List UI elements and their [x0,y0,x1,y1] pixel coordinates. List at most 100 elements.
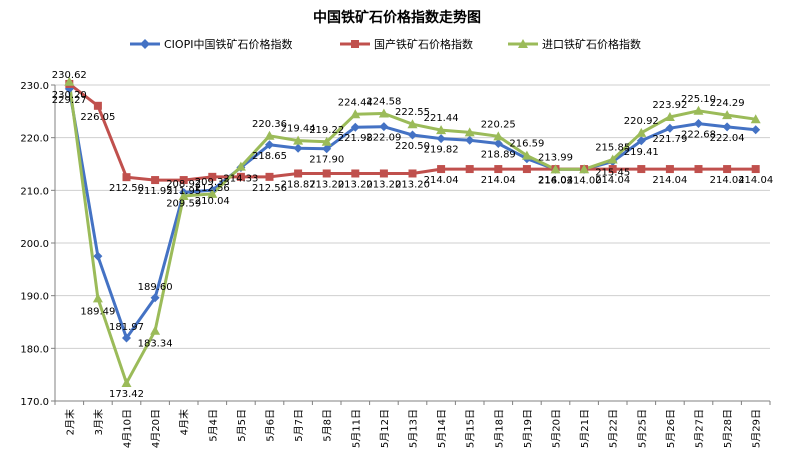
data-point-ciopi [122,333,131,343]
x-tick-label: 5月26日 [665,409,677,448]
data-point-import [750,114,761,124]
data-point-domestic [122,173,131,182]
data-point-domestic [437,165,446,174]
data-label-import: 208.92 [166,179,201,190]
data-point-import [664,112,675,122]
data-point-domestic [151,176,160,185]
data-point-ciopi [293,143,303,153]
data-label-ciopi: 221.79 [652,134,687,145]
data-point-domestic [93,101,102,110]
data-point-domestic [665,165,674,174]
legend: CIOPI中国铁矿石价格指数 国产铁矿石价格指数 进口铁矿石价格指数 [130,37,641,51]
chart-title: 中国铁矿石价格指数走势图 [313,9,481,26]
x-tick-label: 5月14日 [436,409,448,448]
x-tick-label: 4月20日 [150,409,162,448]
data-label-import: 225.10 [681,94,716,105]
data-label-import: 209.33 [195,177,230,188]
data-point-import [436,125,447,135]
data-label-domestic: 213.20 [395,179,430,190]
data-point-ciopi [322,144,332,154]
data-point-import [121,377,132,387]
data-label-import: 215.85 [595,143,630,154]
data-point-domestic [236,172,245,181]
data-point-import [235,161,246,171]
data-point-ciopi [436,134,446,144]
data-label-import: 220.92 [624,116,659,127]
data-point-import [693,105,704,115]
data-label-domestic: 212.56 [252,183,287,194]
data-point-domestic [522,165,531,174]
data-point-import [64,76,75,86]
data-point-import [722,110,733,120]
data-point-ciopi [350,122,360,132]
data-label-import: 219.44 [281,124,316,135]
data-label-domestic: 214.04 [710,175,745,186]
data-label-import: 173.42 [109,389,144,400]
data-point-import [378,108,389,118]
data-point-ciopi [665,123,675,133]
data-label-ciopi: 222.09 [366,133,401,144]
data-label-ciopi: 209.59 [166,198,201,209]
data-point-import [178,191,189,201]
data-point-ciopi [722,122,732,132]
x-tick-label: 5月20日 [551,409,563,448]
data-label-domestic: 214.04 [738,175,773,186]
data-point-import [293,135,304,145]
data-label-import: 223.92 [652,100,687,111]
data-label-import: 183.34 [138,339,173,350]
data-point-domestic [265,172,274,181]
x-tick-label: 5月29日 [751,409,763,448]
data-label-domestic: 214.04 [424,175,459,186]
x-tick-label: 5月15日 [465,409,477,448]
data-point-import [207,188,218,198]
x-tick-label: 5月6日 [265,409,277,442]
x-axis: 2月末 3月末 4月10日 4月20日 4月末 5月4日 5月5日 5月6日 5月7日 5月8日 5… [54,400,771,448]
x-tick-label: 5月8日 [322,409,334,442]
x-tick-label: 5月22日 [608,409,620,448]
legend-label-import: 进口铁矿石价格指数 [542,37,641,51]
data-label-import: 189.49 [80,306,115,317]
data-label-ciopi: 181.97 [109,322,144,333]
x-tick-label: 5月5日 [236,409,248,442]
x-tick-label: 5月28日 [722,409,734,448]
y-tick-label: 170.0 [20,397,49,408]
data-point-ciopi [493,139,503,149]
data-point-domestic [408,169,417,178]
data-point-ciopi [265,140,274,150]
data-label-domestic: 213.20 [338,179,373,190]
data-label-ciopi: 229.27 [52,95,87,106]
data-point-import [521,150,532,160]
data-point-domestic [322,169,331,178]
data-label-ciopi: 221.98 [338,133,373,144]
x-tick-label: 5月18日 [493,409,505,448]
data-point-domestic [751,165,760,174]
data-point-import [150,325,161,335]
data-label-import: 224.44 [338,97,373,108]
data-label-import: 230.62 [52,70,87,81]
data-label-ciopi: 215.45 [595,168,630,179]
data-label-ciopi: 214.00 [567,175,602,186]
y-axis: 170.0 180.0 190.0 200.0 210.0 220.0 230.0 [20,81,56,408]
data-point-import [321,136,332,146]
data-point-import [92,293,103,303]
data-point-import [407,119,418,129]
data-label-ciopi: 216.03 [538,175,573,186]
x-tick-label: 4月10日 [122,409,134,448]
data-point-domestic [208,172,217,181]
data-point-domestic [494,165,503,174]
data-point-domestic [351,169,360,178]
data-label-domestic: 230.20 [52,90,87,101]
x-tick-label: 5月12日 [379,409,391,448]
x-tick-label: 5月21日 [579,409,591,448]
data-label-import: 224.58 [366,97,401,108]
data-label-domestic: 214.04 [652,175,687,186]
x-tick-label: 5月19日 [522,409,534,448]
data-point-import [350,109,361,119]
data-label-ciopi: 210.04 [195,196,230,207]
x-tick-label: 5月4日 [207,409,219,442]
data-label-domestic: 211.95 [138,186,173,197]
data-point-ciopi [751,125,761,135]
data-label-import: 219.22 [309,125,344,136]
data-point-ciopi [694,119,703,129]
